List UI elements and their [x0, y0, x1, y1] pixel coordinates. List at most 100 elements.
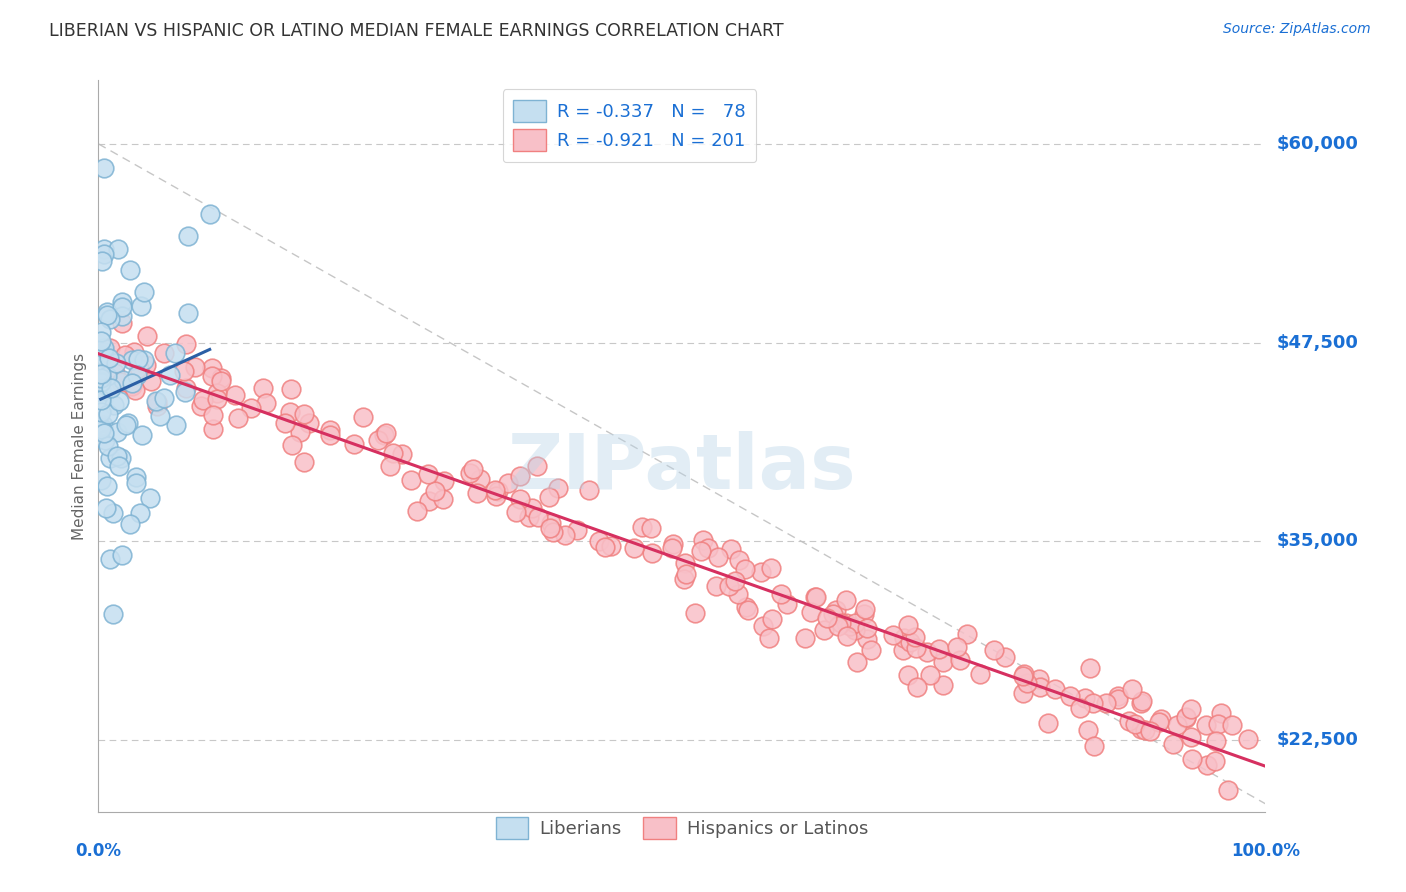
Point	[1074, 690, 1097, 705]
Point	[1206, 717, 1229, 731]
Point	[623, 541, 645, 555]
Point	[983, 643, 1005, 657]
Point	[683, 606, 706, 620]
Point	[662, 536, 685, 550]
Point	[416, 467, 439, 482]
Point	[93, 341, 115, 355]
Point	[111, 309, 134, 323]
Point	[554, 527, 576, 541]
Point	[201, 369, 224, 384]
Point	[90, 367, 112, 381]
Point	[425, 484, 447, 499]
Point	[136, 329, 159, 343]
Point	[111, 317, 134, 331]
Point	[675, 567, 697, 582]
Point	[373, 428, 395, 442]
Point	[969, 666, 991, 681]
Point	[932, 678, 955, 692]
Point	[129, 299, 152, 313]
Point	[201, 422, 224, 436]
Point	[93, 242, 115, 256]
Point	[177, 228, 200, 243]
Point	[117, 416, 139, 430]
Text: $60,000: $60,000	[1277, 135, 1358, 153]
Point	[149, 409, 172, 423]
Point	[846, 655, 869, 669]
Text: ZIPatlas: ZIPatlas	[508, 431, 856, 505]
Point	[837, 629, 859, 643]
Point	[111, 373, 134, 387]
Point	[853, 601, 876, 615]
Point	[815, 611, 838, 625]
Point	[111, 294, 134, 309]
Point	[110, 375, 132, 389]
Point	[1139, 723, 1161, 738]
Point	[205, 385, 228, 400]
Point	[173, 364, 195, 378]
Point	[856, 621, 879, 635]
Point	[897, 667, 920, 681]
Point	[1150, 712, 1173, 726]
Point	[128, 361, 150, 376]
Point	[1180, 730, 1202, 744]
Point	[90, 392, 112, 407]
Point	[98, 312, 121, 326]
Point	[1107, 689, 1129, 703]
Point	[107, 243, 129, 257]
Point	[135, 358, 157, 372]
Point	[101, 607, 124, 622]
Point	[915, 645, 938, 659]
Point	[153, 391, 176, 405]
Point	[96, 308, 118, 322]
Point	[433, 474, 456, 488]
Point	[93, 161, 115, 175]
Point	[292, 407, 315, 421]
Point	[898, 634, 921, 648]
Text: $47,500: $47,500	[1277, 334, 1358, 351]
Point	[281, 438, 304, 452]
Y-axis label: Median Female Earnings: Median Female Earnings	[72, 352, 87, 540]
Point	[804, 590, 827, 604]
Point	[540, 516, 562, 530]
Point	[391, 447, 413, 461]
Point	[105, 425, 128, 439]
Point	[1043, 681, 1066, 696]
Point	[505, 505, 527, 519]
Point	[509, 492, 531, 507]
Point	[104, 366, 127, 380]
Text: 100.0%: 100.0%	[1230, 842, 1301, 860]
Point	[165, 418, 187, 433]
Point	[202, 408, 225, 422]
Point	[97, 380, 120, 394]
Point	[661, 541, 683, 555]
Point	[1220, 717, 1243, 731]
Point	[1121, 681, 1143, 696]
Point	[1077, 723, 1099, 737]
Point	[855, 632, 877, 646]
Point	[1129, 722, 1152, 736]
Point	[252, 381, 274, 395]
Point	[96, 479, 118, 493]
Point	[110, 450, 132, 465]
Point	[467, 485, 489, 500]
Point	[90, 325, 112, 339]
Point	[761, 612, 783, 626]
Point	[176, 336, 198, 351]
Point	[509, 468, 531, 483]
Point	[224, 388, 246, 402]
Point	[90, 370, 112, 384]
Point	[1209, 706, 1232, 720]
Point	[115, 417, 138, 432]
Text: $35,000: $35,000	[1277, 533, 1358, 550]
Point	[107, 458, 129, 473]
Point	[380, 459, 402, 474]
Point	[526, 458, 548, 473]
Point	[769, 587, 792, 601]
Point	[1012, 667, 1035, 681]
Point	[547, 482, 569, 496]
Point	[1161, 737, 1184, 751]
Point	[91, 418, 114, 433]
Point	[1130, 694, 1153, 708]
Point	[107, 393, 129, 408]
Point	[1149, 714, 1171, 729]
